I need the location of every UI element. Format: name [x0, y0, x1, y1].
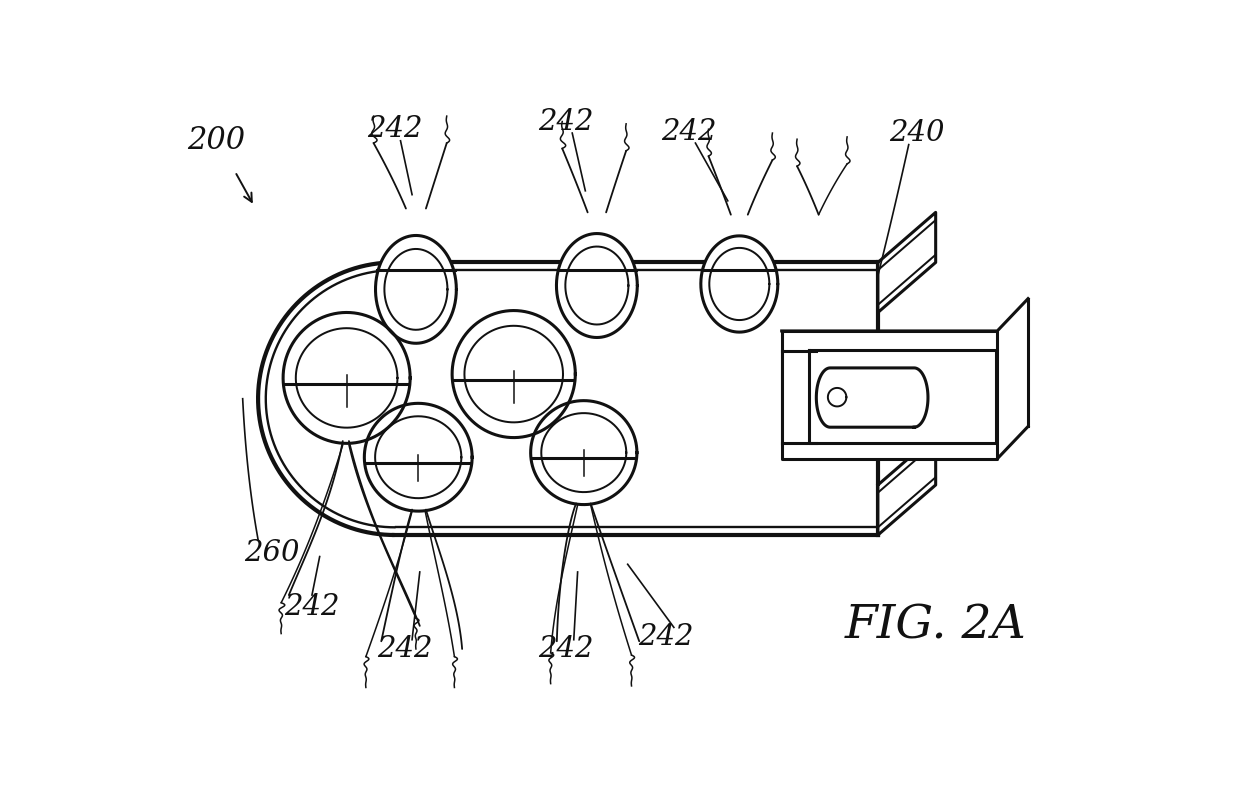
Polygon shape [817, 368, 928, 427]
Text: 240: 240 [888, 119, 944, 147]
Text: 242: 242 [284, 593, 339, 621]
Text: FIG. 2A: FIG. 2A [845, 604, 1027, 649]
Polygon shape [452, 310, 575, 437]
Text: 260: 260 [244, 539, 300, 567]
Polygon shape [556, 233, 637, 337]
Text: 200: 200 [187, 125, 245, 156]
Polygon shape [258, 262, 878, 535]
Text: 242: 242 [638, 623, 694, 652]
Polygon shape [282, 313, 410, 444]
Polygon shape [782, 351, 817, 443]
Polygon shape [701, 236, 778, 332]
Polygon shape [364, 403, 472, 511]
Polygon shape [809, 350, 996, 444]
Text: 242: 242 [368, 115, 422, 143]
Polygon shape [878, 213, 935, 313]
Text: 242: 242 [538, 107, 593, 136]
Polygon shape [997, 299, 1028, 331]
Polygon shape [878, 435, 935, 535]
Polygon shape [530, 400, 637, 504]
Polygon shape [375, 236, 456, 344]
Polygon shape [782, 331, 997, 459]
Text: 242: 242 [662, 117, 717, 146]
Text: 242: 242 [377, 635, 432, 663]
Text: 242: 242 [538, 635, 593, 663]
